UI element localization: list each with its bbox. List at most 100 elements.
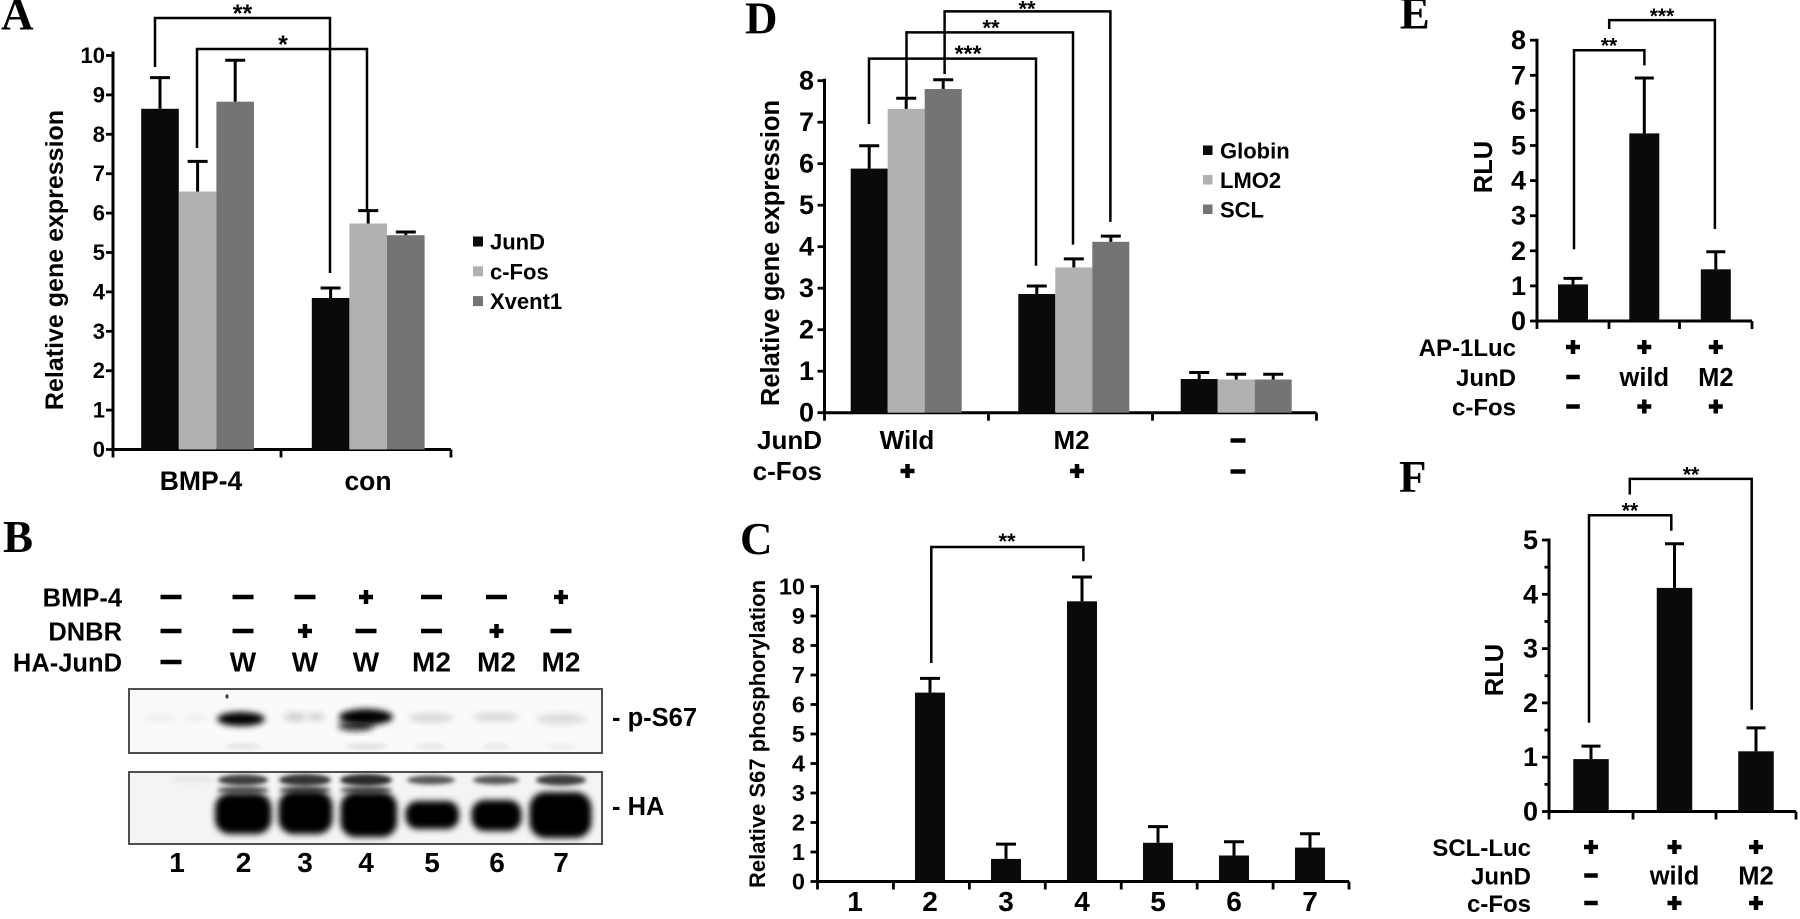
svg-text:c-Fos: c-Fos (1467, 891, 1531, 914)
svg-text:0: 0 (93, 437, 105, 462)
svg-text:6: 6 (93, 201, 105, 226)
svg-text:7: 7 (1511, 60, 1526, 90)
svg-text:W: W (292, 647, 319, 678)
svg-text:BMP-4: BMP-4 (43, 585, 123, 613)
svg-text:7: 7 (792, 662, 805, 688)
svg-text:M2: M2 (1738, 863, 1773, 891)
svg-text:4: 4 (1511, 166, 1526, 196)
svg-text:3: 3 (792, 780, 805, 806)
svg-text:Relative gene expression: Relative gene expression (41, 110, 69, 410)
svg-text:SCL-Luc: SCL-Luc (1432, 835, 1531, 862)
svg-text:3: 3 (1523, 634, 1538, 664)
svg-text:HA-JunD: HA-JunD (13, 650, 122, 678)
svg-text:5: 5 (1150, 886, 1166, 914)
svg-text:1: 1 (847, 886, 863, 914)
svg-text:***: *** (955, 41, 982, 67)
svg-text:A: A (1, 0, 34, 40)
svg-text:0: 0 (1523, 797, 1538, 827)
svg-text:- p-S67: - p-S67 (612, 704, 697, 732)
svg-text:JunD: JunD (1471, 864, 1531, 891)
svg-text:2: 2 (1523, 688, 1538, 718)
svg-text:**: ** (1601, 35, 1618, 58)
svg-text:2: 2 (1511, 236, 1526, 266)
svg-text:JunD: JunD (1456, 365, 1516, 392)
svg-text:4: 4 (358, 847, 374, 878)
svg-text:c-Fos: c-Fos (753, 456, 822, 486)
svg-text:1: 1 (792, 839, 805, 865)
svg-text:0: 0 (792, 869, 805, 895)
svg-text:W: W (230, 647, 257, 678)
svg-text:F: F (1399, 452, 1427, 502)
svg-text:7: 7 (93, 161, 105, 186)
svg-text:0: 0 (799, 398, 814, 428)
svg-text:7: 7 (553, 847, 569, 878)
svg-text:**: ** (1683, 464, 1700, 487)
svg-text:Wild: Wild (880, 425, 935, 455)
svg-text:3: 3 (297, 847, 313, 878)
svg-text:10: 10 (81, 43, 105, 68)
svg-text:2: 2 (93, 358, 105, 383)
svg-text:**: ** (233, 0, 253, 28)
svg-text:***: *** (1650, 5, 1675, 28)
svg-text:9: 9 (792, 603, 805, 629)
svg-text:8: 8 (799, 66, 814, 96)
svg-text:Xvent1: Xvent1 (490, 289, 562, 314)
svg-text:M2: M2 (1698, 364, 1733, 392)
svg-text:3: 3 (998, 886, 1014, 914)
svg-text:C: C (740, 514, 773, 564)
svg-text:Globin: Globin (1220, 139, 1290, 164)
svg-text:DNBR: DNBR (48, 619, 122, 647)
svg-text:8: 8 (792, 633, 805, 659)
svg-text:4: 4 (1074, 886, 1090, 914)
svg-text:5: 5 (424, 847, 440, 878)
svg-text:M2: M2 (477, 647, 516, 678)
svg-text:9: 9 (93, 82, 105, 107)
svg-text:**: ** (1622, 500, 1639, 523)
svg-text:2: 2 (792, 810, 805, 836)
svg-text:6: 6 (1226, 886, 1242, 914)
svg-text:M2: M2 (1053, 425, 1089, 455)
svg-text:JunD: JunD (757, 425, 822, 455)
svg-text:1: 1 (93, 398, 105, 423)
svg-text:1: 1 (799, 356, 814, 386)
svg-text:7: 7 (799, 107, 814, 137)
svg-text:3: 3 (799, 273, 814, 303)
svg-text:B: B (3, 512, 33, 562)
svg-text:1: 1 (1523, 742, 1538, 772)
svg-text:2: 2 (799, 315, 814, 345)
svg-text:5: 5 (799, 190, 814, 220)
svg-text:D: D (745, 0, 778, 44)
svg-text:AP-1Luc: AP-1Luc (1419, 335, 1516, 362)
svg-text:JunD: JunD (490, 230, 545, 255)
svg-text:M2: M2 (542, 647, 581, 678)
svg-text:M2: M2 (412, 647, 451, 678)
svg-text:**: ** (1018, 0, 1036, 22)
svg-text:7: 7 (1302, 886, 1318, 914)
svg-text:*: * (278, 31, 288, 59)
svg-text:4: 4 (799, 232, 814, 262)
svg-text:5: 5 (792, 721, 805, 747)
svg-text:6: 6 (792, 692, 805, 718)
svg-text:6: 6 (799, 149, 814, 179)
svg-text:c-Fos: c-Fos (490, 259, 549, 284)
svg-text:Relative gene expression: Relative gene expression (757, 100, 785, 406)
svg-text:RLU: RLU (1481, 644, 1509, 696)
svg-text:RLU: RLU (1470, 141, 1498, 193)
svg-text:8: 8 (1511, 25, 1526, 55)
svg-text:W: W (353, 647, 380, 678)
svg-text:con: con (344, 466, 391, 496)
svg-text:5: 5 (93, 240, 105, 265)
svg-text:SCL: SCL (1220, 198, 1264, 223)
svg-text:8: 8 (93, 122, 105, 147)
svg-text:LMO2: LMO2 (1220, 168, 1281, 193)
svg-text:5: 5 (1523, 525, 1538, 555)
svg-text:4: 4 (792, 751, 805, 777)
svg-text:**: ** (998, 529, 1016, 554)
svg-text:4: 4 (93, 279, 106, 304)
svg-text:6: 6 (1511, 95, 1526, 125)
svg-text:**: ** (982, 16, 1000, 41)
svg-text:BMP-4: BMP-4 (160, 466, 243, 496)
svg-text:4: 4 (1523, 579, 1538, 609)
svg-text:E: E (1400, 0, 1430, 39)
svg-text:1: 1 (1511, 271, 1526, 301)
